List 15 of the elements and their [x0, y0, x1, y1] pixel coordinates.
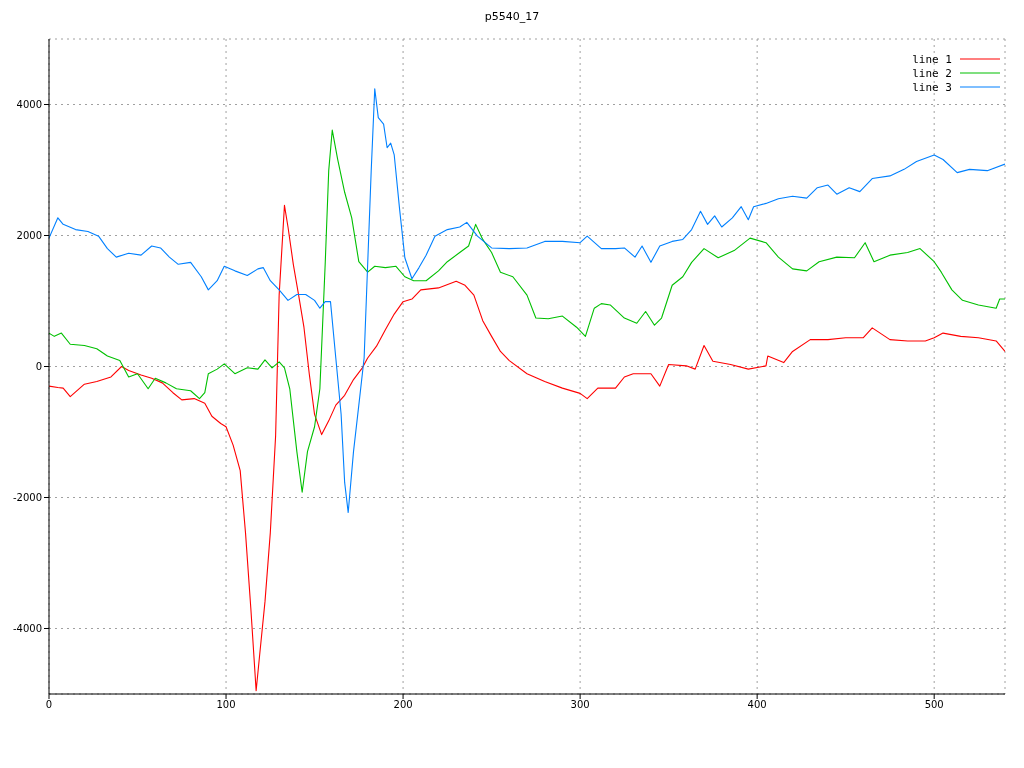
legend-label: line 3: [912, 80, 952, 94]
y-tick-label: -2000: [12, 492, 42, 504]
x-tick-label: 200: [393, 699, 413, 711]
legend-label: line 2: [912, 66, 952, 80]
x-tick-label: 100: [216, 699, 236, 711]
y-tick-label: 2000: [16, 230, 42, 242]
y-tick-label: 0: [35, 361, 42, 373]
y-tick-label: 4000: [16, 99, 42, 111]
x-tick-label: 0: [45, 699, 53, 711]
y-tick-label: -4000: [12, 623, 42, 635]
legend-label: line 1: [912, 52, 952, 66]
x-tick-label: 500: [924, 699, 944, 711]
x-tick-label: 300: [570, 699, 590, 711]
chart-title: p5540_17: [483, 10, 541, 23]
x-tick-label: 400: [747, 699, 767, 711]
